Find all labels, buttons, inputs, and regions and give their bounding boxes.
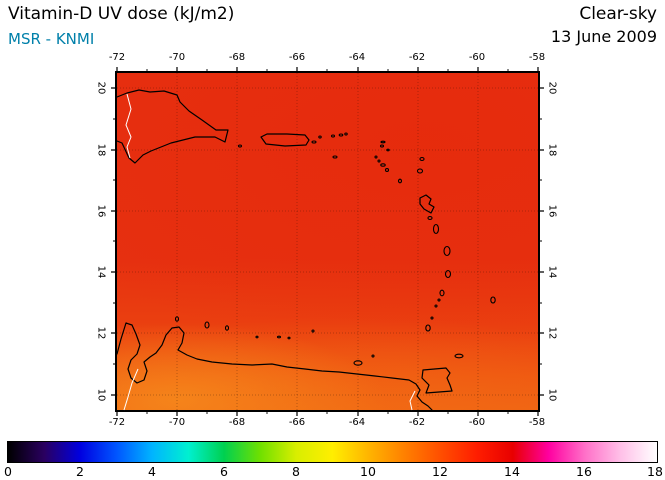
- island-canouan: [434, 304, 438, 308]
- island-st-barthelemy: [386, 148, 390, 152]
- island-saba: [374, 155, 378, 159]
- lat-tick-label: 18: [95, 143, 107, 157]
- lat-tick-label: 20: [95, 81, 107, 95]
- colorbar-tick-label: 8: [292, 464, 300, 479]
- map-overlay: [111, 67, 544, 416]
- country-borders: [123, 93, 416, 411]
- island-aruba: [174, 316, 180, 322]
- lat-tick-label: 14: [546, 265, 558, 279]
- island-los-testigos: [371, 354, 375, 358]
- colorbar-tick-label: 4: [148, 464, 156, 479]
- island-virgin-gorda: [344, 132, 348, 136]
- island-st-croix: [332, 155, 338, 159]
- graticule-parallels: [117, 87, 538, 396]
- page-title: Vitamin-D UV dose (kJ/m2): [8, 4, 235, 24]
- island-bonaire: [224, 325, 230, 331]
- map-plot: [111, 67, 544, 416]
- island-anguilla: [380, 140, 386, 144]
- lat-tick-label: 18: [546, 143, 558, 157]
- lon-tick-label: -68: [228, 52, 246, 63]
- island-st-vincent: [439, 289, 445, 297]
- lon-tick-label: -66: [288, 52, 306, 63]
- coastlines: [116, 89, 496, 411]
- island-st-thomas: [330, 134, 336, 138]
- lon-tick-label: -58: [528, 417, 546, 428]
- graticule-meridians: [176, 73, 479, 410]
- island-antigua: [416, 168, 424, 174]
- island-la-blanquilla: [311, 329, 315, 333]
- island-dominica: [432, 223, 440, 235]
- sky-condition-label: Clear-sky: [579, 4, 657, 24]
- island-bequia: [437, 298, 441, 302]
- lon-tick-label: -70: [168, 52, 186, 63]
- lon-tick-label: -70: [168, 417, 186, 428]
- coastline-south-america: [116, 322, 433, 411]
- lon-tick-label: -62: [408, 417, 426, 428]
- island-tobago: [454, 353, 464, 359]
- lon-tick-label: -64: [348, 52, 366, 63]
- island-barbados: [490, 296, 496, 304]
- island-nevis: [384, 167, 390, 173]
- island-margarita: [353, 360, 363, 366]
- axis-ticks-minor: [113, 69, 542, 414]
- lat-tick-label: 20: [546, 81, 558, 95]
- border-haiti-dominican-republic: [125, 93, 132, 159]
- colorbar-tick-label: 2: [76, 464, 84, 479]
- island-st-eustatius: [377, 159, 381, 163]
- colorbar-tick-label: 12: [432, 464, 448, 479]
- lat-tick-label: 10: [95, 388, 107, 402]
- lat-tick-label: 12: [95, 326, 107, 340]
- lat-tick-label: 12: [546, 326, 558, 340]
- colorbar-tick-label: 10: [360, 464, 376, 479]
- island-las-aves: [255, 335, 259, 339]
- lon-tick-label: -66: [288, 417, 306, 428]
- island-montserrat: [397, 178, 403, 184]
- lon-tick-label: -62: [408, 52, 426, 63]
- island-grenada: [425, 324, 431, 332]
- colorbar-tick-label: 18: [647, 464, 663, 479]
- lon-tick-label: -60: [468, 52, 486, 63]
- lon-tick-label: -72: [108, 417, 126, 428]
- colorbar-gradient: [7, 441, 658, 463]
- colorbar-tick-label: 6: [220, 464, 228, 479]
- island-tortola: [338, 133, 344, 137]
- border-colombia-venezuela: [123, 368, 139, 411]
- island-los-roques: [276, 335, 282, 339]
- lon-tick-label: -72: [108, 52, 126, 63]
- colorbar-tick-label: 0: [4, 464, 12, 479]
- axis-ticks-major: [111, 67, 544, 416]
- island-marie-galante: [427, 215, 433, 221]
- coastline-guadeloupe: [419, 194, 435, 214]
- island-martinique: [443, 245, 451, 257]
- lat-tick-label: 16: [546, 204, 558, 218]
- coastline-hispaniola: [116, 89, 229, 164]
- lon-tick-label: -58: [528, 52, 546, 63]
- island-carriacou: [430, 316, 434, 320]
- island-st-lucia: [444, 269, 452, 279]
- lat-tick-label: 16: [95, 204, 107, 218]
- island-curacao: [204, 321, 210, 329]
- island-barbuda: [419, 156, 425, 162]
- colorbar-tick-label: 14: [504, 464, 520, 479]
- border-venezuela-guyana: [409, 390, 416, 411]
- lon-tick-label: -64: [348, 417, 366, 428]
- lat-tick-label: 10: [546, 388, 558, 402]
- coastline-trinidad: [421, 367, 453, 394]
- source-label: MSR - KNMI: [8, 30, 95, 48]
- island-mona: [237, 144, 243, 148]
- island-st-kitts: [380, 163, 386, 167]
- island-vieques: [311, 140, 317, 144]
- lon-tick-label: -68: [228, 417, 246, 428]
- coastline-puerto-rico: [260, 133, 310, 147]
- lat-tick-label: 14: [95, 265, 107, 279]
- island-culebra: [318, 135, 322, 139]
- island-la-orchila: [287, 336, 291, 340]
- lon-tick-label: -60: [468, 417, 486, 428]
- island-st-martin: [379, 144, 385, 148]
- date-label: 13 June 2009: [550, 27, 657, 46]
- colorbar-tick-label: 16: [576, 464, 592, 479]
